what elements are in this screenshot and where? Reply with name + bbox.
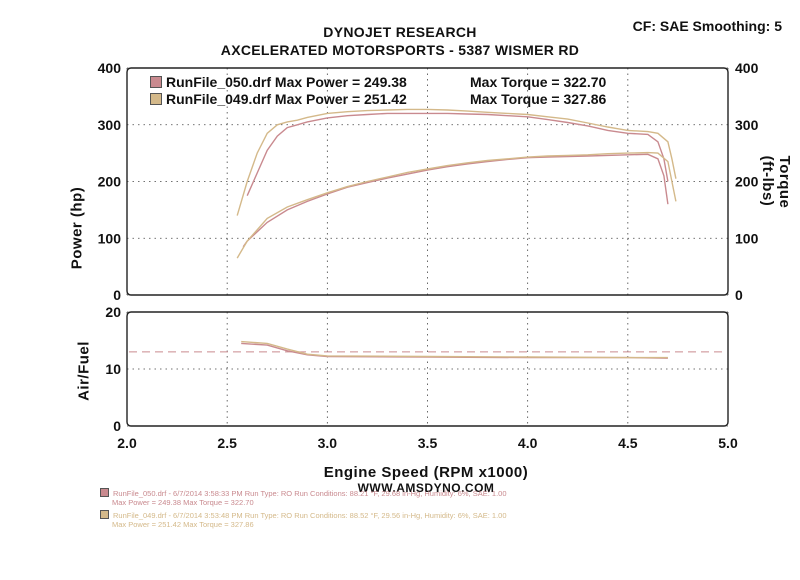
legend-file: RunFile_050.drf bbox=[166, 74, 272, 90]
x-axis-label: Engine Speed (RPM x1000) bbox=[323, 464, 529, 481]
power-line-run049 bbox=[236, 151, 677, 259]
y-tick-label-power: 100 bbox=[98, 230, 122, 246]
legend-max-power: Max Power = 249.38 bbox=[274, 74, 407, 90]
footer-run-max: Max Power = 249.38 Max Torque = 322.70 bbox=[112, 497, 254, 507]
legend-torque-run049: Max Torque = 327.86 bbox=[470, 91, 607, 107]
legend-item-run049: RunFile_049.drf Max Power = 251.42 bbox=[150, 91, 407, 107]
x-tick-label: 2.0 bbox=[117, 435, 137, 451]
power-torque-plot-frame bbox=[126, 67, 729, 296]
footer-swatch bbox=[100, 488, 109, 497]
y-axis-label-power: Power (hp) bbox=[68, 186, 86, 270]
x-tick-label: 4.5 bbox=[618, 435, 638, 451]
x-tick-label: 3.0 bbox=[318, 435, 338, 451]
y-tick-label-power: 400 bbox=[98, 60, 122, 76]
y-tick-label-airfuel: 10 bbox=[105, 361, 121, 377]
airfuel-plot-frame bbox=[126, 311, 729, 427]
y-tick-label-torque: 100 bbox=[735, 230, 759, 246]
power-line-run050 bbox=[242, 153, 669, 248]
legend-max-power: Max Power = 251.42 bbox=[274, 91, 407, 107]
torque-line-run050 bbox=[246, 112, 669, 196]
y-tick-label-airfuel: 0 bbox=[113, 418, 121, 434]
footer-swatch bbox=[100, 510, 109, 519]
y-tick-label-power: 300 bbox=[98, 117, 122, 133]
legend-file: RunFile_049.drf bbox=[166, 91, 272, 107]
legend-item-run050: RunFile_050.drf Max Power = 249.38 bbox=[150, 74, 407, 90]
y-tick-label-power: 0 bbox=[113, 287, 121, 303]
legend-swatch bbox=[150, 93, 162, 105]
y-axis-label-torque: Torque (ft-lbs) bbox=[759, 155, 793, 209]
x-tick-label: 5.0 bbox=[718, 435, 738, 451]
legend-swatch bbox=[150, 76, 162, 88]
y-axis-label-airfuel: Air/Fuel bbox=[75, 341, 93, 401]
y-tick-label-torque: 300 bbox=[735, 117, 759, 133]
chart-title: DYNOJET RESEARCH bbox=[323, 24, 477, 40]
torque-line-run049 bbox=[236, 108, 677, 216]
footer-run049: RunFile_049.drf - 6/7/2014 3:53:48 PM Ru… bbox=[100, 510, 507, 529]
y-tick-label-power: 200 bbox=[98, 174, 122, 190]
footer-run-max: Max Power = 251.42 Max Torque = 327.86 bbox=[112, 519, 254, 529]
airfuel-line-run049 bbox=[241, 340, 668, 359]
x-tick-label: 3.5 bbox=[418, 435, 438, 451]
website-label: WWW.AMSDYNO.COM bbox=[357, 481, 495, 495]
footer-run-details: RunFile_050.drf - 6/7/2014 3:58:33 PM Ru… bbox=[113, 489, 507, 498]
footer-run050: RunFile_050.drf - 6/7/2014 3:58:33 PM Ru… bbox=[100, 488, 507, 507]
legend-torque-run050: Max Torque = 322.70 bbox=[470, 74, 607, 90]
x-tick-label: 2.5 bbox=[217, 435, 237, 451]
footer-run-details: RunFile_049.drf - 6/7/2014 3:53:48 PM Ru… bbox=[113, 511, 507, 520]
y-tick-label-torque: 200 bbox=[735, 174, 759, 190]
correction-factor-label: CF: SAE Smoothing: 5 bbox=[632, 18, 782, 34]
y-tick-label-torque: 0 bbox=[735, 287, 743, 303]
y-tick-label-torque: 400 bbox=[735, 60, 759, 76]
chart-subtitle: AXCELERATED MOTORSPORTS - 5387 WISMER RD bbox=[220, 42, 580, 58]
y-tick-label-airfuel: 20 bbox=[105, 304, 121, 320]
x-tick-label: 4.0 bbox=[518, 435, 538, 451]
